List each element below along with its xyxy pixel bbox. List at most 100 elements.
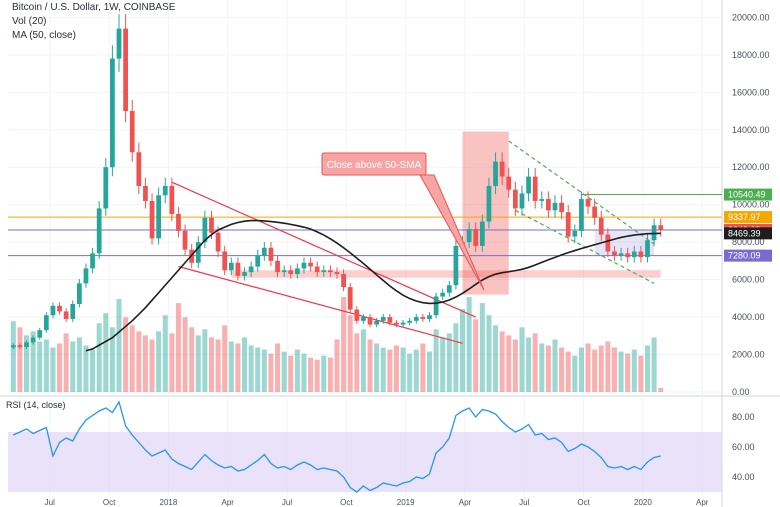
candle-body (63, 311, 69, 319)
volume-bar (420, 343, 426, 392)
volume-bar (314, 359, 320, 392)
volume-bar (506, 335, 512, 392)
candle-body (143, 185, 148, 201)
candle-body (433, 296, 439, 316)
volume-bar (189, 327, 195, 392)
candle-body (176, 214, 181, 231)
volume-bar (519, 327, 525, 392)
price-tick-label: 0.00 (732, 387, 750, 397)
candle-body (162, 185, 168, 196)
candle-body (546, 199, 551, 211)
candle-body (440, 292, 446, 297)
volume-bar (334, 339, 340, 392)
candle-body (43, 315, 49, 331)
rsi-panel: 40.00 60.00 80.00 (8, 400, 755, 493)
candle-body (255, 255, 261, 267)
volume-bar (552, 339, 558, 392)
volume-bar (446, 333, 452, 392)
support-zone (231, 270, 661, 278)
volume-bar (275, 343, 281, 392)
volume-bar (123, 317, 129, 392)
volume-bar (374, 343, 380, 392)
candle-body (235, 262, 241, 276)
price-tick-label: 12000.00 (732, 162, 770, 172)
volume-bar (10, 321, 16, 392)
volume-bar (321, 355, 327, 392)
volume-bar (460, 309, 466, 392)
candle-body (17, 345, 23, 348)
trendline-red-lower (178, 265, 463, 344)
candle-body (182, 230, 188, 250)
candle-body (334, 272, 340, 274)
candle-body (195, 242, 201, 263)
annotation-pointer (419, 174, 485, 291)
rsi-tick-label: 80.00 (732, 412, 755, 422)
volume-bar (545, 345, 551, 392)
candle-body (70, 303, 76, 319)
volume-bar (242, 337, 248, 392)
candle-body (228, 262, 234, 271)
candle-body (30, 337, 36, 343)
candle-body (314, 266, 320, 273)
volume-bar (235, 343, 241, 392)
volume-bar (354, 333, 360, 392)
price-tick-label: 18000.00 (732, 50, 770, 60)
candle-body (24, 342, 29, 348)
candle-body (83, 268, 89, 284)
time-tick-label: Oct (103, 498, 116, 507)
price-tick-label: 2000.00 (732, 350, 765, 360)
volume-bar (526, 337, 532, 392)
candle-body (479, 221, 485, 246)
price-tick-label: 8000.00 (732, 237, 765, 247)
chart-drawings (8, 131, 722, 344)
time-tick-label: Jul (282, 498, 292, 507)
volume-bar (116, 299, 122, 392)
candle-body (347, 287, 353, 310)
volume-bar (208, 337, 214, 392)
candle-body (565, 212, 571, 237)
annotation-box (321, 152, 427, 176)
volume-bar (433, 329, 439, 392)
volume-bar (360, 329, 366, 392)
time-tick-label: Oct (577, 498, 590, 507)
volume-bar (129, 325, 135, 392)
candle-body (592, 206, 598, 218)
volume-bar (532, 333, 538, 392)
volume-bar (565, 351, 571, 392)
candle-body (169, 185, 175, 215)
time-axis: Jul Oct 2018 Apr Jul Oct 2019 Apr Jul Oct 2020 Apr (45, 498, 709, 507)
volume-bar (539, 343, 545, 392)
volume-bar (215, 339, 221, 392)
time-tick-label: 2018 (160, 498, 178, 507)
candle-body (605, 234, 611, 252)
price-badge-label: 10540.49 (728, 190, 766, 200)
volume-bar (486, 315, 492, 392)
candle-body (37, 330, 43, 338)
volume-bar (50, 347, 56, 392)
candle-body (123, 28, 128, 112)
volume-bar (407, 353, 413, 392)
candle-body (572, 230, 578, 237)
candle-body (328, 270, 333, 273)
candle-body (96, 208, 102, 254)
volume-bar (76, 337, 82, 392)
candle-body (294, 268, 300, 274)
candle-body (658, 225, 664, 230)
volume-bar (466, 297, 472, 392)
candles (10, 14, 664, 350)
volume-bar (103, 313, 109, 392)
volume-bar (222, 325, 228, 392)
volume-bar (578, 347, 584, 392)
candle-body (90, 253, 95, 269)
volume-bar (493, 325, 499, 392)
candle-body (281, 270, 287, 273)
candle-body (301, 262, 307, 269)
ma-line-group (85, 219, 661, 352)
volume-bar (195, 335, 201, 392)
volume-bar (43, 339, 49, 392)
volume-bar (37, 341, 43, 392)
candle-body (308, 262, 313, 267)
volume-bar (70, 341, 76, 392)
